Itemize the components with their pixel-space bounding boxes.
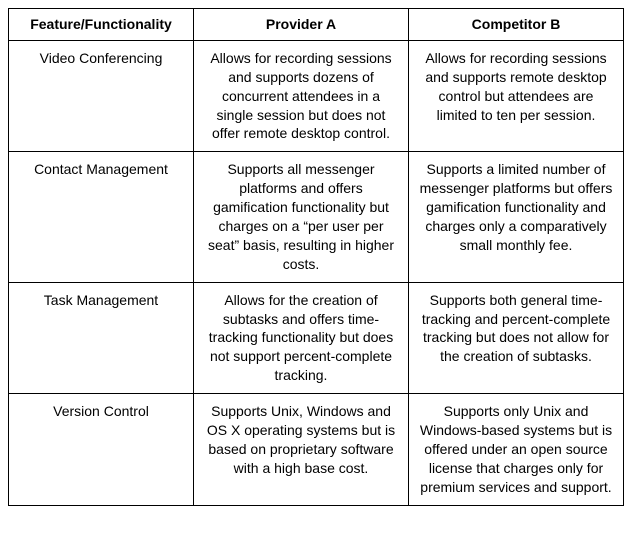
table-row: Task Management Allows for the creation … bbox=[9, 282, 624, 393]
cell-feature: Task Management bbox=[9, 282, 194, 393]
cell-provider: Supports all messenger platforms and off… bbox=[194, 152, 409, 282]
cell-feature: Version Control bbox=[9, 394, 194, 505]
header-provider: Provider A bbox=[194, 9, 409, 41]
header-feature: Feature/Functionality bbox=[9, 9, 194, 41]
table-row: Version Control Supports Unix, Windows a… bbox=[9, 394, 624, 505]
header-competitor: Competitor B bbox=[409, 9, 624, 41]
cell-provider: Allows for the creation of subtasks and … bbox=[194, 282, 409, 393]
table-row: Contact Management Supports all messenge… bbox=[9, 152, 624, 282]
cell-feature: Contact Management bbox=[9, 152, 194, 282]
cell-provider: Supports Unix, Windows and OS X operatin… bbox=[194, 394, 409, 505]
cell-competitor: Supports both general time-tracking and … bbox=[409, 282, 624, 393]
cell-feature: Video Conferencing bbox=[9, 40, 194, 151]
comparison-table: Feature/Functionality Provider A Competi… bbox=[8, 8, 624, 506]
table-header-row: Feature/Functionality Provider A Competi… bbox=[9, 9, 624, 41]
cell-competitor: Supports a limited number of messenger p… bbox=[409, 152, 624, 282]
table-row: Video Conferencing Allows for recording … bbox=[9, 40, 624, 151]
cell-provider: Allows for recording sessions and suppor… bbox=[194, 40, 409, 151]
cell-competitor: Allows for recording sessions and suppor… bbox=[409, 40, 624, 151]
cell-competitor: Supports only Unix and Windows-based sys… bbox=[409, 394, 624, 505]
